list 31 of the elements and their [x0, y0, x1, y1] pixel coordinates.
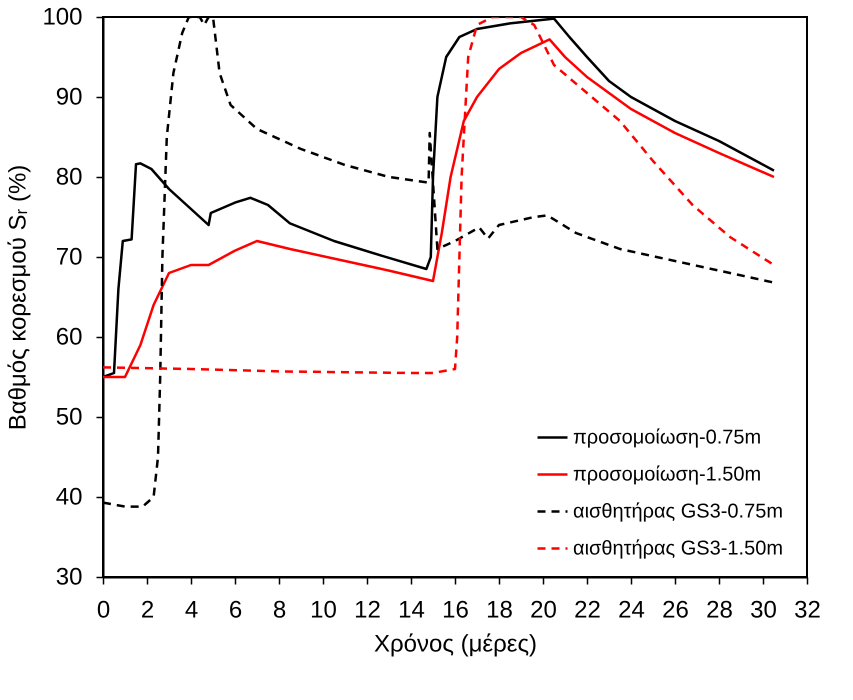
legend-label: προσομοίωση-0.75m: [573, 426, 762, 448]
y-tick-label: 30: [56, 564, 82, 590]
x-tick-label: 20: [530, 596, 557, 624]
legend-label: αισθητήρας GS3-1.50m: [573, 538, 784, 560]
x-tick-label: 2: [140, 596, 154, 624]
x-tick-label: 14: [398, 596, 425, 624]
y-tick-label: 70: [56, 244, 82, 270]
y-tick-label: 60: [56, 324, 82, 350]
y-tick-label: 100: [42, 4, 82, 30]
y-tick-label: 40: [56, 484, 82, 510]
x-tick-label: 6: [228, 596, 242, 624]
x-tick-label: 28: [706, 596, 733, 624]
y-axis-title: Βαθμός κορεσμού Sᵣ (%): [4, 164, 32, 430]
x-tick-label: 30: [750, 596, 777, 624]
x-axis-title: Χρόνος (μέρες): [374, 630, 538, 658]
legend-label: αισθητήρας GS3-0.75m: [573, 500, 784, 522]
legend-label: προσομοίωση-1.50m: [573, 464, 762, 486]
x-tick-label: 16: [442, 596, 469, 624]
x-tick-label: 12: [354, 596, 381, 624]
x-tick-label: 4: [184, 596, 198, 624]
x-tick-label: 24: [618, 596, 645, 624]
y-tick-label: 50: [56, 404, 82, 430]
x-tick-label: 26: [662, 596, 689, 624]
x-tick-label: 10: [310, 596, 337, 624]
x-tick-label: 0: [96, 596, 110, 624]
x-tick-label: 18: [486, 596, 513, 624]
y-tick-label: 90: [56, 84, 82, 110]
y-tick-label: 80: [56, 164, 82, 190]
x-tick-label: 22: [574, 596, 601, 624]
x-tick-label: 8: [272, 596, 286, 624]
x-tick-label: 32: [794, 596, 821, 624]
